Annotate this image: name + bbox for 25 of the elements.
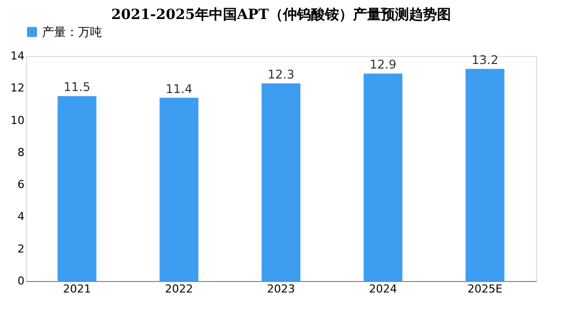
bar [466, 68, 504, 281]
bar [262, 83, 300, 281]
x-tick-label: 2025E [468, 282, 503, 296]
y-tick-label: 6 [18, 178, 24, 192]
data-label: 12.9 [370, 58, 396, 72]
y-tick-label: 2 [18, 242, 24, 256]
data-label: 12.3 [268, 67, 294, 82]
y-tick-label: 10 [10, 114, 24, 127]
y-tick-label: 0 [18, 274, 24, 288]
legend-label: 产量：万吨 [42, 25, 102, 39]
x-tick-label: 2022 [165, 282, 193, 296]
bar [364, 74, 402, 281]
bar [160, 98, 198, 281]
y-tick-label: 4 [18, 210, 24, 224]
data-label: 11.4 [166, 82, 192, 96]
data-label: 11.5 [64, 80, 90, 94]
x-tick-label: 2023 [267, 282, 295, 296]
y-tick-label: 12 [10, 82, 24, 95]
y-tick-label: 14 [10, 50, 24, 62]
bar [58, 96, 96, 281]
chart-title: 2021-2025年中国APT（仲钨酸铵）产量预测趋势图 [111, 6, 451, 23]
y-tick-label: 8 [18, 146, 24, 159]
x-tick-label: 2021 [63, 282, 91, 296]
data-label: 13.2 [472, 52, 498, 67]
x-tick-label: 2024 [369, 282, 397, 296]
